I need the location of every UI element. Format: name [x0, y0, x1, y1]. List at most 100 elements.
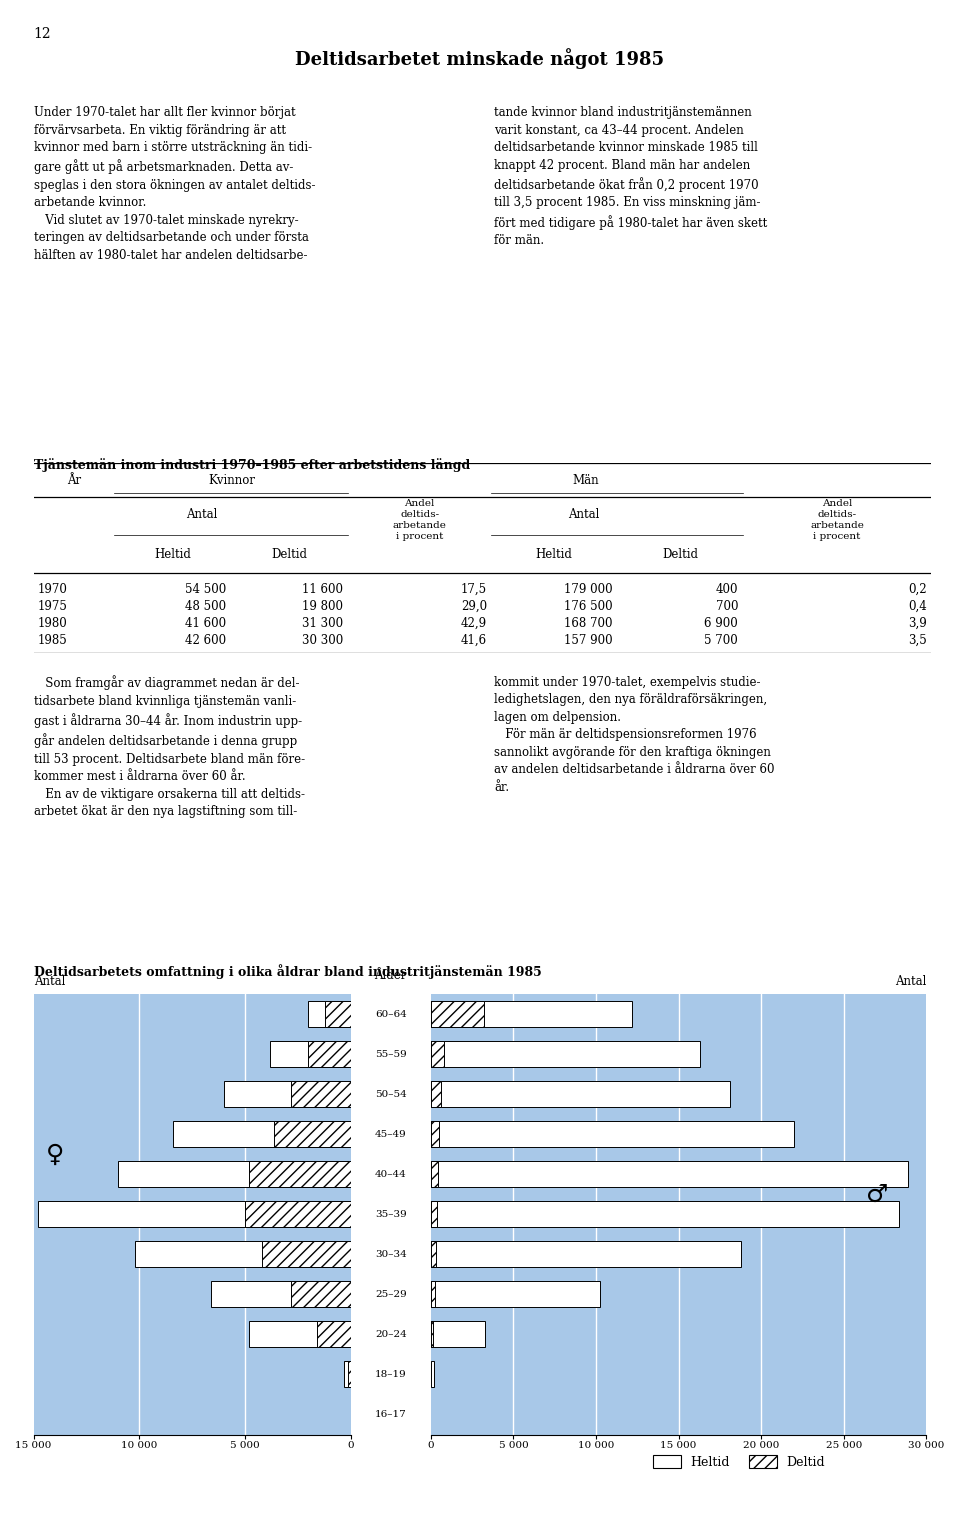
Text: 11 600: 11 600 [302, 583, 344, 595]
Text: 0,2: 0,2 [908, 583, 926, 595]
Text: ♀: ♀ [46, 1143, 64, 1166]
Text: Som framgår av diagrammet nedan är del-
tidsarbete bland kvinnliga tjänstemän va: Som framgår av diagrammet nedan är del- … [34, 676, 304, 818]
Text: 45–49: 45–49 [374, 1129, 407, 1138]
Text: 40–44: 40–44 [374, 1170, 407, 1179]
Bar [292, 1081, 350, 1107]
Text: 400: 400 [716, 583, 738, 595]
Text: 30–34: 30–34 [374, 1249, 407, 1258]
Bar [275, 1122, 350, 1148]
Text: 41,6: 41,6 [461, 635, 487, 647]
Text: Deltid: Deltid [272, 548, 307, 560]
Text: 55–59: 55–59 [374, 1050, 407, 1060]
Text: 12: 12 [34, 27, 51, 41]
Bar [317, 1322, 350, 1348]
Bar [431, 1281, 600, 1307]
Text: 50–54: 50–54 [374, 1090, 407, 1099]
Bar [211, 1281, 350, 1307]
Text: 16–17: 16–17 [374, 1410, 407, 1419]
Text: 17,5: 17,5 [461, 583, 487, 595]
Bar [431, 1081, 730, 1107]
Text: 1985: 1985 [38, 635, 68, 647]
Text: Andel
deltids-
arbetande
i procent: Andel deltids- arbetande i procent [393, 499, 446, 540]
Text: Heltid: Heltid [155, 548, 191, 560]
Bar [431, 1002, 633, 1028]
Text: 700: 700 [716, 600, 738, 613]
Text: kommit under 1970-talet, exempelvis studie-
ledighetslagen, den nya föräldraförs: kommit under 1970-talet, exempelvis stud… [494, 676, 775, 794]
Bar [118, 1161, 350, 1187]
Bar [37, 1201, 350, 1228]
Bar [431, 1161, 438, 1187]
Text: Deltidsarbetets omfattning i olika åldrar bland industritjänstemän 1985: Deltidsarbetets omfattning i olika åldra… [34, 964, 541, 979]
Text: 60–64: 60–64 [374, 1009, 407, 1019]
Bar [431, 1322, 433, 1348]
Text: Antal: Antal [895, 975, 926, 988]
Text: Ålder: Ålder [374, 970, 407, 982]
Bar [325, 1002, 350, 1028]
Bar [345, 1362, 350, 1387]
Legend: Heltid, Deltid: Heltid, Deltid [648, 1450, 830, 1474]
Bar [250, 1161, 350, 1187]
Text: 48 500: 48 500 [185, 600, 227, 613]
Text: 30 300: 30 300 [302, 635, 344, 647]
Text: 25–29: 25–29 [374, 1290, 407, 1299]
Text: Under 1970-talet har allt fler kvinnor börjat
förvärvsarbeta. En viktig förändri: Under 1970-talet har allt fler kvinnor b… [34, 106, 315, 263]
Text: 168 700: 168 700 [564, 616, 612, 630]
Bar [431, 1002, 484, 1028]
Text: 20–24: 20–24 [374, 1330, 407, 1339]
Text: Andel
deltids-
arbetande
i procent: Andel deltids- arbetande i procent [810, 499, 864, 540]
Text: 29,0: 29,0 [461, 600, 487, 613]
Bar [250, 1322, 350, 1348]
Bar [224, 1081, 350, 1107]
Bar [431, 1242, 741, 1268]
Bar [348, 1362, 350, 1387]
Bar [431, 1201, 437, 1228]
Bar [431, 1201, 900, 1228]
Text: 3,9: 3,9 [908, 616, 926, 630]
Bar [431, 1362, 434, 1387]
Bar [431, 1161, 908, 1187]
Text: 1970: 1970 [38, 583, 68, 595]
Bar [308, 1002, 350, 1028]
Bar [431, 1081, 441, 1107]
Text: Heltid: Heltid [536, 548, 573, 560]
Text: 19 800: 19 800 [302, 600, 344, 613]
Text: 31 300: 31 300 [302, 616, 344, 630]
Text: Tjänstemän inom industri 1970–1985 efter arbetstidens längd: Tjänstemän inom industri 1970–1985 efter… [34, 458, 469, 472]
Bar [431, 1041, 444, 1067]
Text: Män: Män [572, 474, 599, 487]
Text: 176 500: 176 500 [564, 600, 612, 613]
Text: ♂: ♂ [866, 1183, 888, 1207]
Text: Deltidsarbetet minskade något 1985: Deltidsarbetet minskade något 1985 [296, 49, 664, 70]
Bar [271, 1041, 350, 1067]
Bar [431, 1322, 486, 1348]
Bar [431, 1242, 436, 1268]
Text: 42 600: 42 600 [185, 635, 227, 647]
Text: 41 600: 41 600 [185, 616, 227, 630]
Text: 18–19: 18–19 [374, 1369, 407, 1378]
Text: 0,4: 0,4 [908, 600, 926, 613]
Bar [431, 1122, 794, 1148]
Text: tande kvinnor bland industritjänstemännen
varit konstant, ca 43–44 procent. Ande: tande kvinnor bland industritjänstemänne… [494, 106, 768, 247]
Text: 179 000: 179 000 [564, 583, 612, 595]
Text: 1975: 1975 [38, 600, 68, 613]
Text: 157 900: 157 900 [564, 635, 612, 647]
Text: Deltid: Deltid [661, 548, 698, 560]
Text: 54 500: 54 500 [185, 583, 227, 595]
Text: 3,5: 3,5 [908, 635, 926, 647]
Text: År: År [67, 474, 81, 487]
Text: 42,9: 42,9 [461, 616, 487, 630]
Bar [262, 1242, 350, 1268]
Bar [292, 1281, 350, 1307]
Bar [135, 1242, 350, 1268]
Bar [173, 1122, 350, 1148]
Text: Antal: Antal [34, 975, 65, 988]
Bar [431, 1041, 700, 1067]
Text: Kvinnor: Kvinnor [208, 474, 255, 487]
Bar [308, 1041, 350, 1067]
Text: 6 900: 6 900 [705, 616, 738, 630]
Text: 35–39: 35–39 [374, 1210, 407, 1219]
Text: 5 700: 5 700 [705, 635, 738, 647]
Text: 1980: 1980 [38, 616, 68, 630]
Bar [245, 1201, 350, 1228]
Bar [431, 1122, 439, 1148]
